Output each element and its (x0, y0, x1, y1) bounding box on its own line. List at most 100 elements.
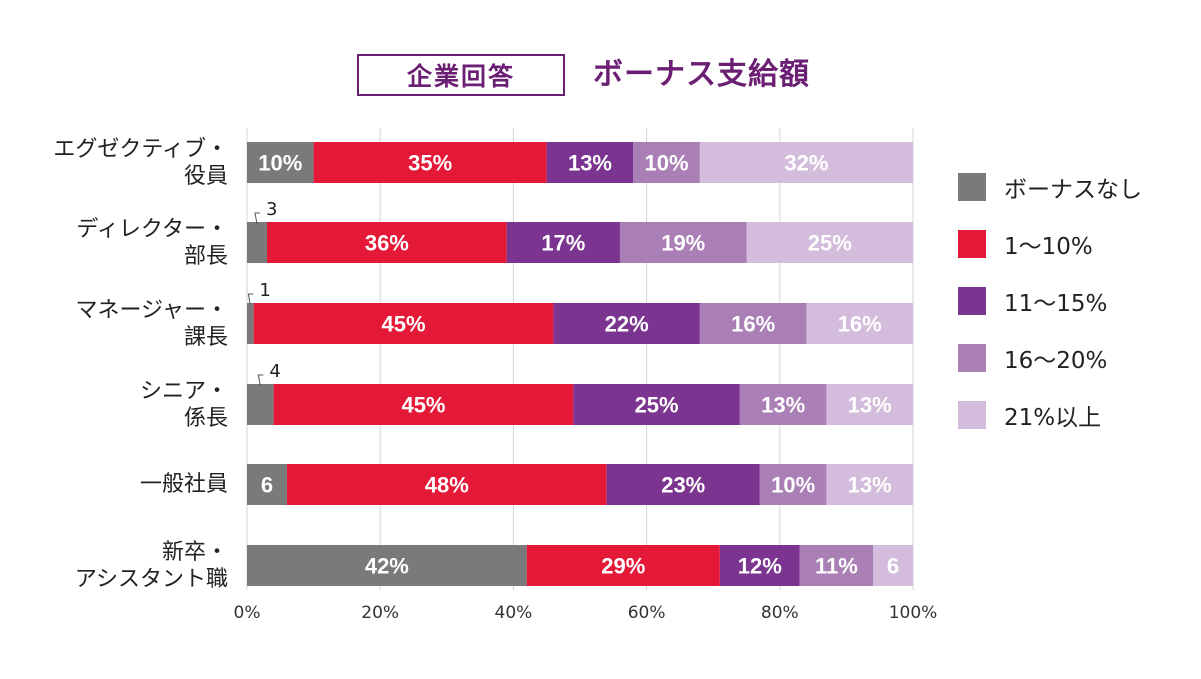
bar-segment (826, 384, 913, 425)
data-label: 11% (815, 554, 858, 579)
data-label: 32% (784, 151, 828, 176)
bar-segment (759, 464, 827, 505)
data-label: 42% (365, 554, 409, 579)
data-label: 35% (408, 151, 452, 176)
bar-segment (806, 303, 913, 344)
category-label-line: 係長 (183, 405, 228, 431)
legend-item: 1〜10% (958, 229, 1093, 260)
bar-segment (699, 303, 807, 344)
bar-segment (633, 142, 700, 183)
x-tick-label: 100% (889, 603, 938, 623)
data-label: 45% (381, 312, 425, 337)
title-tag: 企業回答 (357, 54, 565, 96)
category-label: シニア・ 係長 (140, 378, 228, 432)
data-label: 13% (848, 393, 892, 418)
category-label-line: 新卒・ (161, 539, 228, 565)
data-label: 10% (645, 151, 689, 176)
bar-segment (526, 545, 720, 586)
legend-swatch (958, 173, 986, 201)
data-label: 4 (269, 361, 280, 382)
bar-segment (247, 384, 274, 425)
data-label: 19% (661, 231, 705, 256)
data-label: 16% (838, 312, 882, 337)
category-label-line: シニア・ (139, 378, 228, 404)
bar-segment (506, 222, 620, 263)
data-label: 22% (605, 312, 649, 337)
legend-swatch (958, 230, 986, 258)
legend-swatch (958, 401, 986, 429)
data-label: 13% (848, 473, 892, 498)
bar-segment (286, 464, 607, 505)
data-label: 17% (541, 231, 585, 256)
bar-segment (253, 303, 554, 344)
legend-item: 16〜20% (958, 343, 1108, 374)
legend-label: 16〜20% (1004, 348, 1108, 374)
x-tick-label: 60% (628, 603, 666, 623)
category-label: エグゼクティブ・ 役員 (53, 136, 228, 190)
data-label: 12% (738, 554, 782, 579)
bar-segment (699, 142, 913, 183)
chart-title: ボーナス支給額 (593, 57, 810, 92)
data-label: 23% (661, 473, 705, 498)
x-tick-label: 80% (761, 603, 799, 623)
category-label-line: 一般社員 (139, 472, 228, 497)
legend-item: 21%以上 (958, 400, 1102, 431)
data-label: 3 (266, 199, 277, 220)
legend-item: ボーナスなし (958, 172, 1142, 203)
data-label: 13% (761, 393, 805, 418)
data-label: 45% (401, 393, 445, 418)
legend-label: 1〜10% (1004, 234, 1093, 260)
data-label: 29% (601, 554, 645, 579)
bar-segment (719, 545, 800, 586)
bar-segment (573, 384, 740, 425)
category-label: ディレクター・ 部長 (76, 216, 228, 270)
bar-segment (273, 384, 574, 425)
data-label: 25% (635, 393, 679, 418)
category-label-line: ディレクター・ (76, 216, 228, 242)
data-label: 48% (425, 473, 469, 498)
legend-label: 21%以上 (1004, 405, 1102, 431)
category-label: 新卒・ アシスタント職 (75, 539, 228, 593)
category-label-line: 課長 (183, 324, 228, 350)
bar-segment (247, 464, 287, 505)
x-tick-label: 20% (361, 603, 399, 623)
bar-segment (247, 545, 527, 586)
bar-segment (739, 384, 827, 425)
category-label: マネージャー・ 課長 (76, 297, 228, 351)
data-label: 16% (731, 312, 775, 337)
legend-label: ボーナスなし (1004, 177, 1142, 203)
category-label-line: 部長 (183, 243, 228, 269)
title-tag-label: 企業回答 (406, 62, 515, 91)
legend-swatch (958, 287, 986, 315)
data-label: 13% (568, 151, 612, 176)
data-label: 36% (365, 231, 409, 256)
x-tick-label: 40% (495, 603, 533, 623)
bar-segment (247, 142, 314, 183)
data-label: 1 (259, 280, 270, 301)
data-label: 10% (771, 473, 815, 498)
category-label-line: 役員 (183, 163, 228, 189)
bar-segment (746, 222, 913, 263)
x-tick-label: 0% (234, 603, 261, 623)
bar-segment (247, 303, 254, 344)
data-label: 6 (261, 473, 273, 498)
callout-line (254, 212, 260, 225)
callout-line (247, 293, 254, 306)
data-label: 6 (887, 554, 899, 579)
bar-segment (313, 142, 547, 183)
bar-segment (553, 303, 700, 344)
bar-segment (266, 222, 507, 263)
bar-segment (606, 464, 760, 505)
data-label: 10% (258, 151, 302, 176)
data-label: 25% (808, 231, 852, 256)
legend-item: 11〜15% (958, 286, 1108, 317)
category-label-line: アシスタント職 (74, 566, 228, 592)
bar-segment (799, 545, 874, 586)
category-label-line: エグゼクティブ・ (53, 136, 228, 162)
callout-line (257, 374, 264, 387)
bar-segment (546, 142, 634, 183)
bar-segment (873, 545, 913, 586)
legend-label: 11〜15% (1004, 291, 1108, 317)
bar-segment (826, 464, 913, 505)
